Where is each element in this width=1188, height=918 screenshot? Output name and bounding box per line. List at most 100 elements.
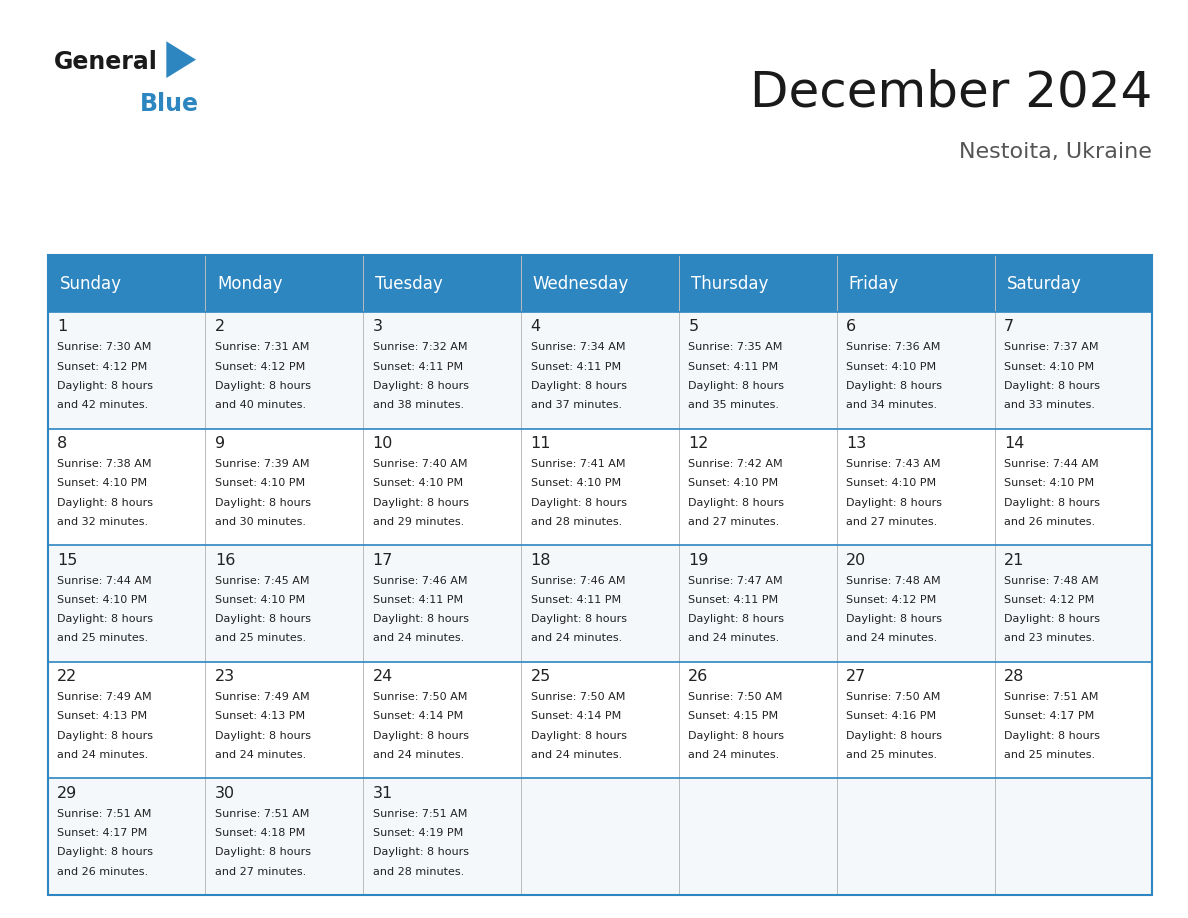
Text: and 35 minutes.: and 35 minutes. [688, 400, 779, 410]
Text: and 28 minutes.: and 28 minutes. [531, 517, 621, 527]
Text: Sunrise: 7:34 AM: Sunrise: 7:34 AM [531, 342, 625, 353]
Text: Sunrise: 7:31 AM: Sunrise: 7:31 AM [215, 342, 309, 353]
Text: Sunset: 4:10 PM: Sunset: 4:10 PM [688, 478, 778, 488]
Text: and 25 minutes.: and 25 minutes. [846, 750, 937, 760]
Text: 3: 3 [373, 319, 383, 334]
Text: Daylight: 8 hours: Daylight: 8 hours [57, 381, 153, 391]
Text: Sunrise: 7:43 AM: Sunrise: 7:43 AM [846, 459, 941, 469]
Text: Daylight: 8 hours: Daylight: 8 hours [688, 731, 784, 741]
Text: 23: 23 [215, 669, 235, 684]
Text: and 26 minutes.: and 26 minutes. [1004, 517, 1095, 527]
Text: Daylight: 8 hours: Daylight: 8 hours [688, 381, 784, 391]
Text: Sunset: 4:11 PM: Sunset: 4:11 PM [531, 595, 620, 605]
Text: Daylight: 8 hours: Daylight: 8 hours [846, 731, 942, 741]
Text: Daylight: 8 hours: Daylight: 8 hours [373, 614, 469, 624]
Text: Sunset: 4:17 PM: Sunset: 4:17 PM [57, 828, 147, 838]
Text: Sunrise: 7:44 AM: Sunrise: 7:44 AM [57, 576, 152, 586]
Text: Sunset: 4:13 PM: Sunset: 4:13 PM [215, 711, 305, 722]
Text: 27: 27 [846, 669, 866, 684]
Text: 14: 14 [1004, 436, 1024, 451]
Text: 10: 10 [373, 436, 393, 451]
Text: Sunset: 4:10 PM: Sunset: 4:10 PM [57, 478, 147, 488]
Bar [48, 662, 1152, 778]
Text: 18: 18 [531, 553, 551, 567]
Text: and 24 minutes.: and 24 minutes. [688, 633, 779, 644]
Text: Sunday: Sunday [59, 274, 121, 293]
Text: Sunset: 4:11 PM: Sunset: 4:11 PM [373, 362, 463, 372]
Polygon shape [166, 41, 196, 78]
Text: Sunrise: 7:46 AM: Sunrise: 7:46 AM [531, 576, 625, 586]
Text: and 25 minutes.: and 25 minutes. [215, 633, 307, 644]
Text: Daylight: 8 hours: Daylight: 8 hours [1004, 498, 1100, 508]
Text: Sunrise: 7:35 AM: Sunrise: 7:35 AM [688, 342, 783, 353]
Text: Sunrise: 7:32 AM: Sunrise: 7:32 AM [373, 342, 467, 353]
Text: and 30 minutes.: and 30 minutes. [215, 517, 305, 527]
Text: Sunrise: 7:47 AM: Sunrise: 7:47 AM [688, 576, 783, 586]
Text: Sunset: 4:12 PM: Sunset: 4:12 PM [846, 595, 936, 605]
Bar [48, 778, 1152, 895]
Text: Sunset: 4:12 PM: Sunset: 4:12 PM [1004, 595, 1094, 605]
Text: Sunset: 4:12 PM: Sunset: 4:12 PM [215, 362, 305, 372]
Text: 26: 26 [688, 669, 708, 684]
Text: and 24 minutes.: and 24 minutes. [531, 633, 621, 644]
Text: Daylight: 8 hours: Daylight: 8 hours [215, 847, 311, 857]
Text: Daylight: 8 hours: Daylight: 8 hours [215, 731, 311, 741]
Text: 29: 29 [57, 786, 77, 800]
Text: 6: 6 [846, 319, 857, 334]
Text: Sunset: 4:10 PM: Sunset: 4:10 PM [215, 478, 305, 488]
Text: Sunrise: 7:51 AM: Sunrise: 7:51 AM [1004, 692, 1099, 702]
Text: and 24 minutes.: and 24 minutes. [846, 633, 937, 644]
Text: and 27 minutes.: and 27 minutes. [215, 867, 307, 877]
Text: and 33 minutes.: and 33 minutes. [1004, 400, 1095, 410]
Text: 5: 5 [688, 319, 699, 334]
Text: Sunset: 4:10 PM: Sunset: 4:10 PM [215, 595, 305, 605]
Text: 16: 16 [215, 553, 235, 567]
Text: Daylight: 8 hours: Daylight: 8 hours [57, 847, 153, 857]
Text: Daylight: 8 hours: Daylight: 8 hours [531, 731, 626, 741]
Text: Daylight: 8 hours: Daylight: 8 hours [1004, 614, 1100, 624]
Text: Sunset: 4:11 PM: Sunset: 4:11 PM [531, 362, 620, 372]
Text: Daylight: 8 hours: Daylight: 8 hours [215, 614, 311, 624]
Text: Daylight: 8 hours: Daylight: 8 hours [57, 614, 153, 624]
Text: Sunrise: 7:40 AM: Sunrise: 7:40 AM [373, 459, 467, 469]
Text: and 40 minutes.: and 40 minutes. [215, 400, 307, 410]
Text: and 25 minutes.: and 25 minutes. [1004, 750, 1095, 760]
Text: Sunrise: 7:50 AM: Sunrise: 7:50 AM [531, 692, 625, 702]
Text: Sunrise: 7:42 AM: Sunrise: 7:42 AM [688, 459, 783, 469]
Text: Thursday: Thursday [690, 274, 769, 293]
Text: Daylight: 8 hours: Daylight: 8 hours [57, 498, 153, 508]
Text: and 27 minutes.: and 27 minutes. [846, 517, 937, 527]
Text: Sunrise: 7:39 AM: Sunrise: 7:39 AM [215, 459, 309, 469]
Text: Sunrise: 7:41 AM: Sunrise: 7:41 AM [531, 459, 625, 469]
Text: and 23 minutes.: and 23 minutes. [1004, 633, 1095, 644]
Text: Friday: Friday [848, 274, 899, 293]
Text: Saturday: Saturday [1006, 274, 1081, 293]
Text: Daylight: 8 hours: Daylight: 8 hours [1004, 381, 1100, 391]
Bar [48, 429, 1152, 545]
Text: 21: 21 [1004, 553, 1024, 567]
Text: Daylight: 8 hours: Daylight: 8 hours [373, 498, 469, 508]
Text: Sunset: 4:11 PM: Sunset: 4:11 PM [688, 595, 778, 605]
Text: 13: 13 [846, 436, 866, 451]
Text: Daylight: 8 hours: Daylight: 8 hours [531, 381, 626, 391]
Text: 1: 1 [57, 319, 68, 334]
Text: and 32 minutes.: and 32 minutes. [57, 517, 148, 527]
Text: Sunset: 4:13 PM: Sunset: 4:13 PM [57, 711, 147, 722]
Text: 30: 30 [215, 786, 235, 800]
Text: Daylight: 8 hours: Daylight: 8 hours [373, 847, 469, 857]
Text: and 24 minutes.: and 24 minutes. [215, 750, 307, 760]
Text: Sunset: 4:19 PM: Sunset: 4:19 PM [373, 828, 463, 838]
Text: Daylight: 8 hours: Daylight: 8 hours [215, 381, 311, 391]
Text: Sunset: 4:14 PM: Sunset: 4:14 PM [531, 711, 621, 722]
Text: Daylight: 8 hours: Daylight: 8 hours [373, 381, 469, 391]
Text: Sunset: 4:10 PM: Sunset: 4:10 PM [846, 362, 936, 372]
Text: and 42 minutes.: and 42 minutes. [57, 400, 148, 410]
Text: 24: 24 [373, 669, 393, 684]
Text: and 24 minutes.: and 24 minutes. [688, 750, 779, 760]
Text: and 24 minutes.: and 24 minutes. [373, 633, 465, 644]
Text: Sunset: 4:11 PM: Sunset: 4:11 PM [688, 362, 778, 372]
Text: and 28 minutes.: and 28 minutes. [373, 867, 465, 877]
Text: Sunrise: 7:45 AM: Sunrise: 7:45 AM [215, 576, 309, 586]
Text: Sunrise: 7:36 AM: Sunrise: 7:36 AM [846, 342, 941, 353]
Bar [48, 255, 1152, 895]
